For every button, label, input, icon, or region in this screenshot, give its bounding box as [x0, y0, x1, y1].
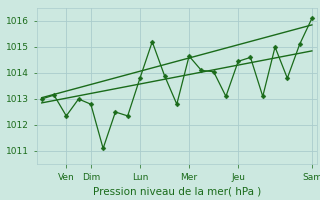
X-axis label: Pression niveau de la mer( hPa ): Pression niveau de la mer( hPa )	[93, 186, 261, 196]
